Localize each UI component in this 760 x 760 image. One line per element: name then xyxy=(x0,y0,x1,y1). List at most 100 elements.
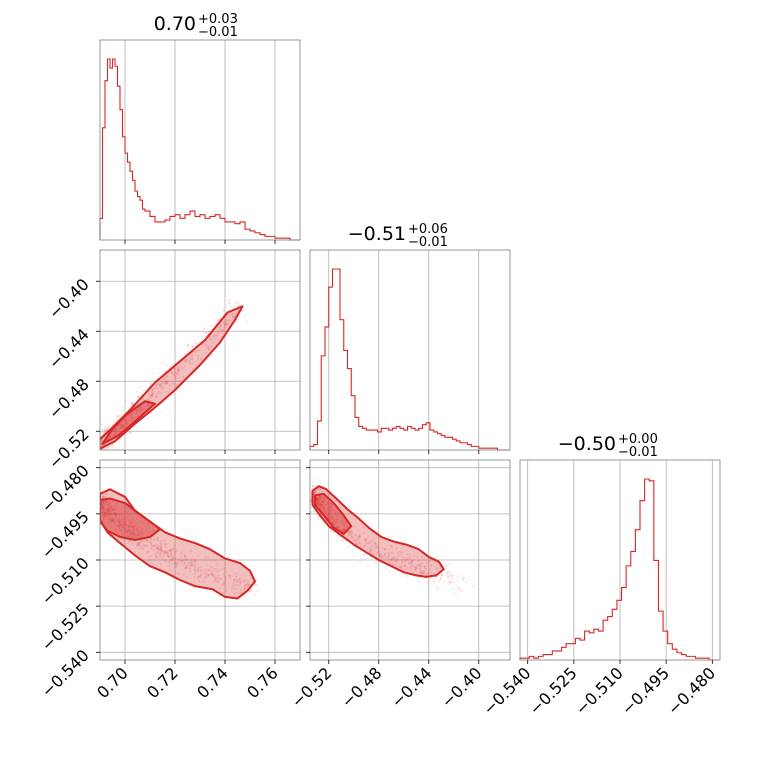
sample-point xyxy=(126,417,129,420)
sample-point xyxy=(173,373,176,376)
sample-point xyxy=(163,377,166,380)
sample-point xyxy=(391,562,394,565)
sample-point xyxy=(175,366,178,369)
y-tick-label: −0.510 xyxy=(38,553,93,608)
sample-point xyxy=(328,512,331,515)
sample-point xyxy=(155,395,158,398)
sample-point xyxy=(229,574,232,577)
sample-point xyxy=(396,558,399,561)
sample-point xyxy=(132,528,135,532)
sample-point xyxy=(447,562,450,565)
sample-point xyxy=(160,381,163,385)
panel-frame xyxy=(99,249,301,451)
sample-point xyxy=(191,358,194,361)
sample-point xyxy=(344,521,347,524)
sample-point xyxy=(232,580,236,584)
sample-point xyxy=(100,439,103,443)
sample-point xyxy=(425,561,428,564)
sample-point xyxy=(211,566,214,569)
sample-point xyxy=(331,515,334,519)
sample-point xyxy=(315,497,318,500)
sample-point xyxy=(125,531,128,535)
sample-point xyxy=(95,447,97,449)
sample-point xyxy=(229,577,232,580)
sample-point xyxy=(243,587,246,590)
sample-point xyxy=(130,417,133,420)
sample-point xyxy=(411,560,414,563)
sample-point xyxy=(348,530,351,534)
sample-point xyxy=(207,345,210,348)
sample-point xyxy=(343,524,346,527)
sample-point xyxy=(223,325,226,329)
sample-point xyxy=(440,574,444,577)
sample-point xyxy=(178,366,181,370)
sample-point xyxy=(104,513,107,516)
sample-point xyxy=(188,360,191,363)
sample-point xyxy=(236,583,239,587)
sample-point xyxy=(332,515,335,518)
sample-point xyxy=(113,505,117,508)
sample-point xyxy=(385,567,388,571)
sample-point xyxy=(388,560,391,564)
sample-point xyxy=(176,572,179,575)
sample-point xyxy=(310,499,312,502)
sample-point xyxy=(108,520,112,523)
sample-point xyxy=(112,522,116,525)
sample-point xyxy=(436,586,439,590)
sample-point xyxy=(396,559,399,562)
sample-point xyxy=(214,577,217,581)
sample-point xyxy=(102,452,104,454)
x-tick-label: −0.480 xyxy=(664,663,719,718)
sample-point xyxy=(428,568,431,571)
sample-point xyxy=(353,538,357,541)
sample-point xyxy=(131,525,134,528)
sample-point xyxy=(452,587,455,590)
sample-point xyxy=(327,512,330,515)
sample-point xyxy=(172,554,176,557)
sample-point xyxy=(212,573,215,577)
sample-point xyxy=(383,552,386,556)
sample-point xyxy=(159,546,162,549)
sample-point xyxy=(422,571,426,575)
sample-point xyxy=(384,556,387,559)
sample-point xyxy=(197,554,200,557)
sample-point xyxy=(130,531,133,535)
sample-point xyxy=(210,572,213,575)
sample-point xyxy=(335,534,338,537)
sample-point xyxy=(108,507,111,510)
sample-point xyxy=(133,416,137,419)
sample-point xyxy=(209,347,212,350)
sample-point xyxy=(158,544,161,548)
sample-point xyxy=(132,525,135,528)
sample-point xyxy=(199,569,202,573)
sample-point xyxy=(192,560,196,563)
sample-point xyxy=(441,573,444,577)
sample-point xyxy=(98,452,100,454)
sample-point xyxy=(190,563,193,567)
sample-point xyxy=(185,565,188,569)
sample-point xyxy=(238,577,242,580)
sample-point xyxy=(97,441,99,443)
sample-point xyxy=(128,420,131,423)
sample-point xyxy=(365,536,368,540)
sample-point xyxy=(156,536,159,539)
sample-point xyxy=(357,536,360,539)
sample-point xyxy=(102,503,105,506)
sample-point xyxy=(175,562,178,566)
sample-point xyxy=(425,567,428,571)
sample-point xyxy=(167,555,170,558)
sample-point xyxy=(363,553,366,556)
sample-point xyxy=(438,578,441,582)
sample-point xyxy=(329,509,332,512)
sample-point xyxy=(316,500,319,504)
sample-point xyxy=(197,569,200,572)
sample-point xyxy=(317,501,320,505)
sample-point xyxy=(120,529,123,532)
sample-point xyxy=(185,360,189,363)
sample-point xyxy=(319,498,322,501)
sample-point xyxy=(214,559,217,562)
sample-point xyxy=(318,504,322,507)
sample-point xyxy=(121,425,124,429)
sample-point xyxy=(106,511,110,515)
sample-point xyxy=(141,547,144,550)
